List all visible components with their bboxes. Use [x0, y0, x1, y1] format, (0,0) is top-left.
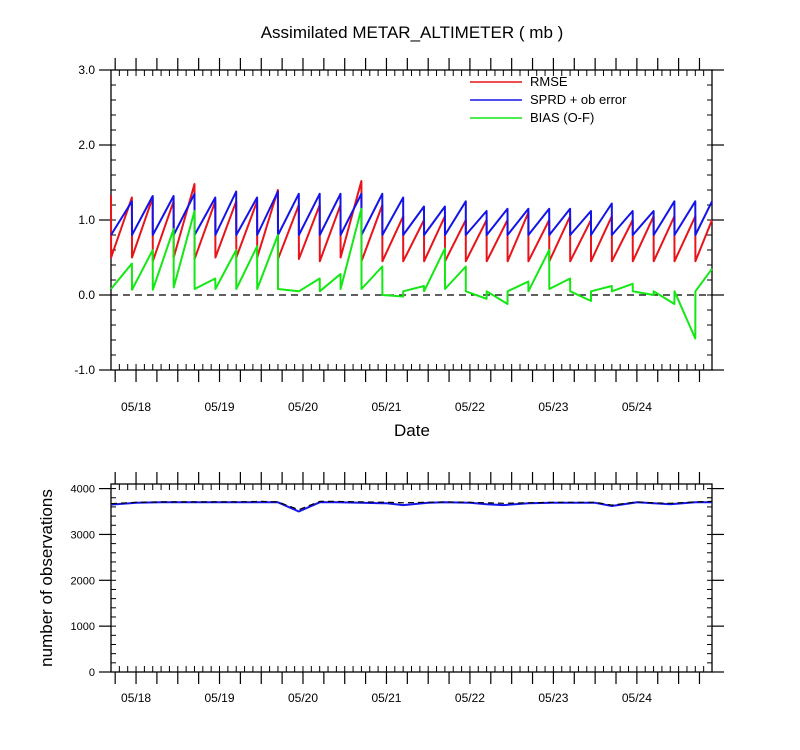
top-series-bias-o-f: [110, 207, 713, 340]
top-y-tick-label: 0.0: [78, 288, 95, 302]
top-x-tick-label: 05/20: [288, 400, 318, 414]
bottom-x-tick-label: 05/24: [622, 691, 652, 705]
legend-label-rmse: RMSE: [530, 74, 568, 89]
x-axis-label: Date: [394, 421, 430, 440]
bottom-y-tick-label: 4000: [71, 484, 95, 496]
top-y-tick-label: 3.0: [78, 63, 95, 77]
bottom-plot-frame: [110, 483, 713, 673]
top-plot-frame: [110, 69, 713, 371]
y-axis-label: number of observations: [37, 489, 56, 667]
top-x-tick-label: 05/21: [371, 400, 401, 414]
bottom-series-series-1: [110, 500, 713, 511]
bottom-y-tick-label: 2000: [71, 575, 95, 587]
bottom-x-tick-label: 05/20: [288, 691, 318, 705]
bottom-y-tick-label: 3000: [71, 529, 95, 541]
chart-title: Assimilated METAR_ALTIMETER ( mb ): [261, 23, 564, 42]
top-x-tick-label: 05/23: [538, 400, 568, 414]
bottom-y-tick-label: 1000: [71, 621, 95, 633]
top-y-tick-label: 2.0: [78, 138, 95, 152]
top-x-tick-label: 05/18: [121, 400, 151, 414]
bottom-x-tick-label: 05/23: [538, 691, 568, 705]
top-y-tick-label: -1.0: [74, 363, 95, 377]
top-x-tick-label: 05/22: [455, 400, 485, 414]
legend: RMSE SPRD + ob error BIAS (O-F): [470, 74, 627, 125]
top-x-tick-label: 05/24: [622, 400, 652, 414]
top-series-sprd-ob-error: [110, 190, 713, 236]
bottom-x-tick-label: 05/21: [371, 691, 401, 705]
legend-label-sprd: SPRD + ob error: [530, 92, 627, 107]
top-y-tick-label: 1.0: [78, 213, 95, 227]
bottom-x-tick-label: 05/19: [204, 691, 234, 705]
legend-label-bias: BIAS (O-F): [530, 110, 594, 125]
bottom-x-tick-label: 05/18: [121, 691, 151, 705]
top-x-tick-label: 05/19: [204, 400, 234, 414]
bottom-x-tick-label: 05/22: [455, 691, 485, 705]
bottom-y-tick-label: 0: [89, 667, 95, 679]
